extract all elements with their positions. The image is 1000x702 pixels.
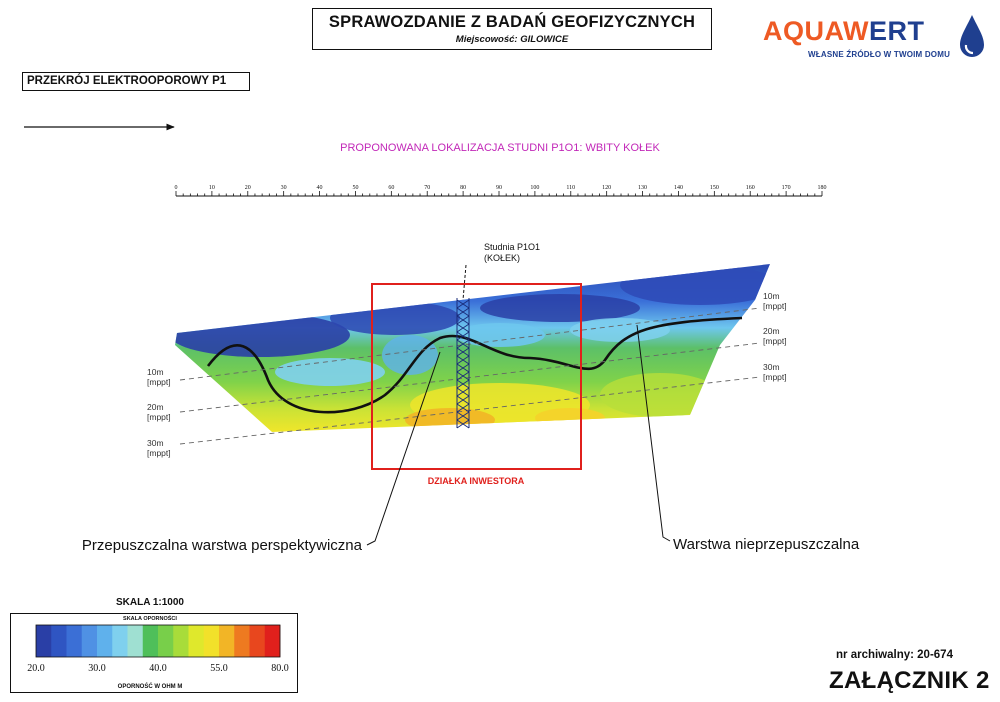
legend-color-cell	[51, 625, 67, 657]
legend-value-label: 55.0	[210, 663, 228, 674]
logo-tagline: WŁASNE ŹRÓDŁO W TWOIM DOMU	[808, 50, 951, 59]
investor-plot-label: DZIAŁKA INWESTORA	[428, 476, 525, 486]
legend-color-cell	[97, 625, 113, 657]
depth-label: 10m	[763, 291, 780, 301]
ruler-tick-label: 160	[746, 185, 755, 191]
ruler-tick-label: 10	[209, 185, 215, 191]
well-sublabel: (KOŁEK)	[484, 253, 520, 263]
impermeable-layer-label: Warstwa nieprzepuszczalna	[673, 536, 860, 553]
depth-unit: [mppt]	[763, 301, 787, 311]
legend-color-cell	[112, 625, 128, 657]
section-label: PRZEKRÓJ ELEKTROOPOROWY P1	[22, 72, 250, 91]
ruler-tick-label: 170	[782, 185, 791, 191]
legend-color-cell	[127, 625, 144, 657]
ruler-tick-label: 120	[602, 185, 611, 191]
report-title-box: SPRAWOZDANIE Z BADAŃ GEOFIZYCZNYCH Miejs…	[312, 8, 712, 50]
legend-value-label: 40.0	[149, 663, 167, 674]
legend-value-label: 20.0	[27, 663, 45, 674]
report-title: SPRAWOZDANIE Z BADAŃ GEOFIZYCZNYCH	[328, 13, 696, 31]
ruler-tick-label: 70	[424, 185, 430, 191]
legend-color-cell	[66, 625, 83, 657]
ruler-tick-label: 20	[245, 185, 251, 191]
legend-scale-title: SKALA OPORNOŚCI	[123, 615, 177, 622]
investor-plot-box	[371, 283, 582, 470]
legend-color-cell	[36, 625, 52, 657]
archival-number: nr archiwalny: 20-674	[836, 649, 953, 661]
depth-reference-lines	[179, 307, 761, 445]
depth-unit: [mppt]	[147, 412, 171, 422]
legend-color-cell	[264, 625, 281, 657]
ruler-tick-label: 90	[496, 185, 502, 191]
legend-frame	[10, 613, 298, 693]
depth-label: 20m	[147, 402, 164, 412]
depth-unit: [mppt]	[147, 377, 171, 387]
legend-color-cell	[173, 625, 189, 657]
legend-color-cell	[188, 625, 205, 657]
legend-color-cell	[219, 625, 235, 657]
depth-label: 30m	[763, 362, 780, 372]
depth-label: 10m	[147, 367, 164, 377]
legend-color-cell	[158, 625, 174, 657]
ruler-tick-label: 80	[460, 185, 466, 191]
depth-unit: [mppt]	[763, 372, 787, 382]
logo-wordmark: AQUAWERT	[763, 16, 925, 46]
ruler-tick-label: 100	[530, 185, 539, 191]
resistivity-legend-bar: SKALA OPORNOŚCI OPORNOŚĆ W OHM M 20.0 30.…	[27, 615, 289, 690]
depth-unit: [mppt]	[147, 448, 171, 458]
annex-label: ZAŁĄCZNIK 2	[829, 667, 990, 694]
well-label: Studnia P1O1	[484, 242, 540, 252]
ruler-tick-label: 0	[175, 185, 178, 191]
permeable-layer-label: Przepuszczalna warstwa perspektywiczna	[82, 537, 363, 554]
ruler-tick-label: 30	[281, 185, 287, 191]
resistivity-section-body	[175, 264, 770, 432]
company-logo: AQUAWERT WŁASNE ŹRÓDŁO W TWOIM DOMU	[760, 10, 990, 62]
depth-labels-right: 10m [mppt] 20m [mppt] 30m [mppt]	[763, 291, 787, 382]
ruler-tick-label: 130	[638, 185, 647, 191]
legend-color-cell	[142, 625, 159, 657]
legend-unit-label: OPORNOŚĆ W OHM M	[118, 682, 183, 690]
ruler-tick-label: 150	[710, 185, 719, 191]
depth-unit: [mppt]	[763, 336, 787, 346]
ruler-tick-label: 50	[352, 185, 358, 191]
impermeable-leader-line	[636, 324, 671, 542]
ruler-tick-label: 40	[317, 185, 323, 191]
ruler-tick-label: 60	[388, 185, 394, 191]
legend-color-cell	[234, 625, 250, 657]
depth-label: 30m	[147, 438, 164, 448]
depth-labels-left: 10m [mppt] 20m [mppt] 30m [mppt]	[147, 367, 171, 458]
proposed-location-label: PROPONOWANA LOKALIZACJA STUDNI P1O1: WBI…	[340, 142, 660, 154]
report-location: Miejscowość: GILOWICE	[455, 34, 569, 45]
permeable-leader-line	[366, 351, 441, 546]
legend-color-cell	[81, 625, 98, 657]
legend-color-cell	[249, 625, 266, 657]
water-drop-icon	[960, 15, 984, 57]
legend-color-cell	[203, 625, 220, 657]
ruler-tick-label: 140	[674, 185, 683, 191]
ruler-tick-label: 110	[566, 185, 575, 191]
distance-ruler: 0 10 20 30 40 50 60 70 80 90 100 110 120 130 140 150 160…	[175, 185, 827, 197]
ruler-tick-label: 180	[818, 185, 827, 191]
well-marker	[456, 264, 470, 429]
depth-label: 20m	[763, 326, 780, 336]
layer-boundary-line	[206, 316, 743, 414]
map-scale-label: SKALA 1:1000	[116, 597, 184, 608]
legend-value-label: 30.0	[88, 663, 106, 674]
legend-value-label: 80.0	[271, 663, 289, 674]
